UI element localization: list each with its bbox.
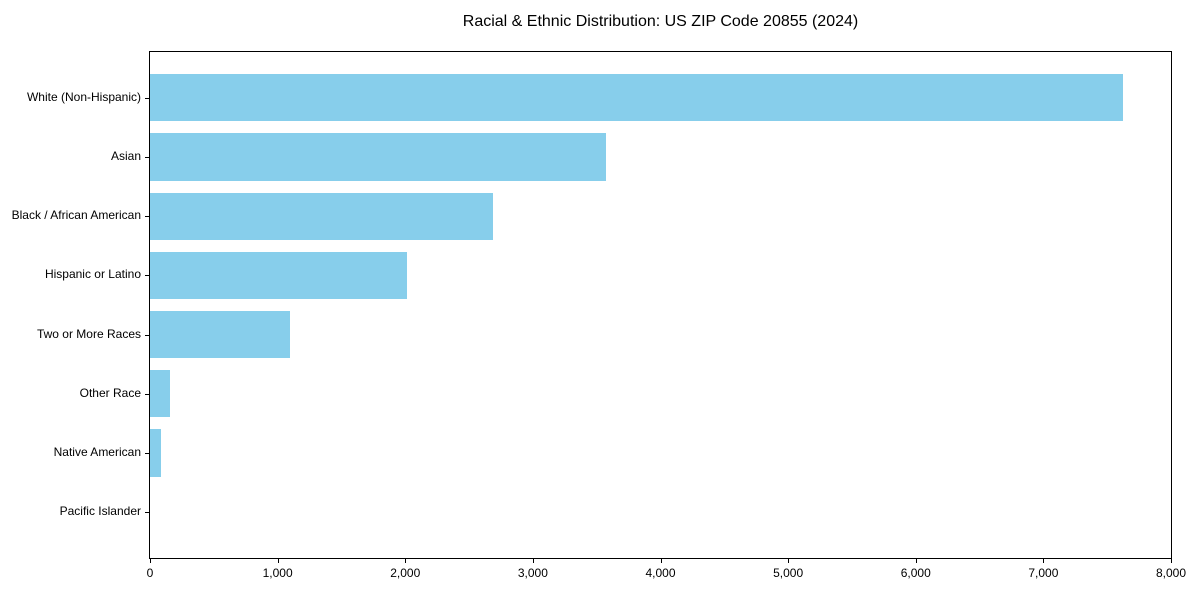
x-tick-mark (788, 559, 790, 563)
bar (150, 429, 161, 477)
y-tick-label: Black / African American (11, 208, 141, 223)
x-tick-label: 6,000 (900, 566, 931, 580)
y-tick-label: Two or More Races (36, 326, 141, 341)
x-tick-mark (660, 559, 662, 563)
x-tick-label: 7,000 (1028, 566, 1059, 580)
x-tick-label: 1,000 (262, 566, 293, 580)
y-tick-mark (145, 334, 149, 336)
bar (150, 370, 171, 418)
y-tick-mark (145, 156, 149, 158)
y-tick-label: Asian (110, 148, 141, 163)
x-tick-mark (915, 559, 917, 563)
y-tick-mark (145, 97, 149, 99)
x-tick-mark (405, 559, 407, 563)
x-tick-label: 8,000 (1155, 566, 1187, 580)
x-tick-label: 4,000 (645, 566, 676, 580)
bar (150, 251, 408, 300)
bar (150, 74, 1124, 122)
x-tick-label: 5,000 (773, 566, 804, 580)
y-tick-mark (145, 453, 149, 454)
y-tick-label: Other Race (79, 385, 141, 400)
x-tick-label: 0 (146, 566, 154, 580)
plot-area: 0 1,000 2,000 3,000 4,000 5,000 6,000 7,000 8,00… (145, 51, 1186, 579)
x-tick-mark (1043, 559, 1045, 563)
bar (150, 133, 607, 181)
x-tick-mark (150, 559, 151, 563)
y-tick-mark (145, 512, 149, 514)
y-axis-labels: White (Non-Hispanic) Asian Black / African… (0, 51, 141, 559)
x-tick-mark (532, 559, 534, 563)
bar (150, 192, 494, 240)
x-tick-label: 2,000 (390, 566, 421, 580)
x-tick-mark (1171, 559, 1172, 563)
y-tick-mark (145, 216, 149, 218)
y-tick-label: White (Non-Hispanic) (26, 89, 141, 104)
y-tick-label: Native American (53, 445, 141, 459)
y-tick-label: Hispanic or Latino (44, 267, 141, 282)
y-tick-mark (145, 275, 149, 277)
x-tick-label: 3,000 (517, 566, 548, 580)
y-tick-label: Pacific Islander (59, 504, 141, 519)
x-tick-mark (277, 559, 279, 563)
chart-title: Racial & Ethnic Distribution: US ZIP Cod… (462, 13, 859, 30)
bar (150, 310, 291, 359)
y-tick-mark (145, 393, 149, 395)
